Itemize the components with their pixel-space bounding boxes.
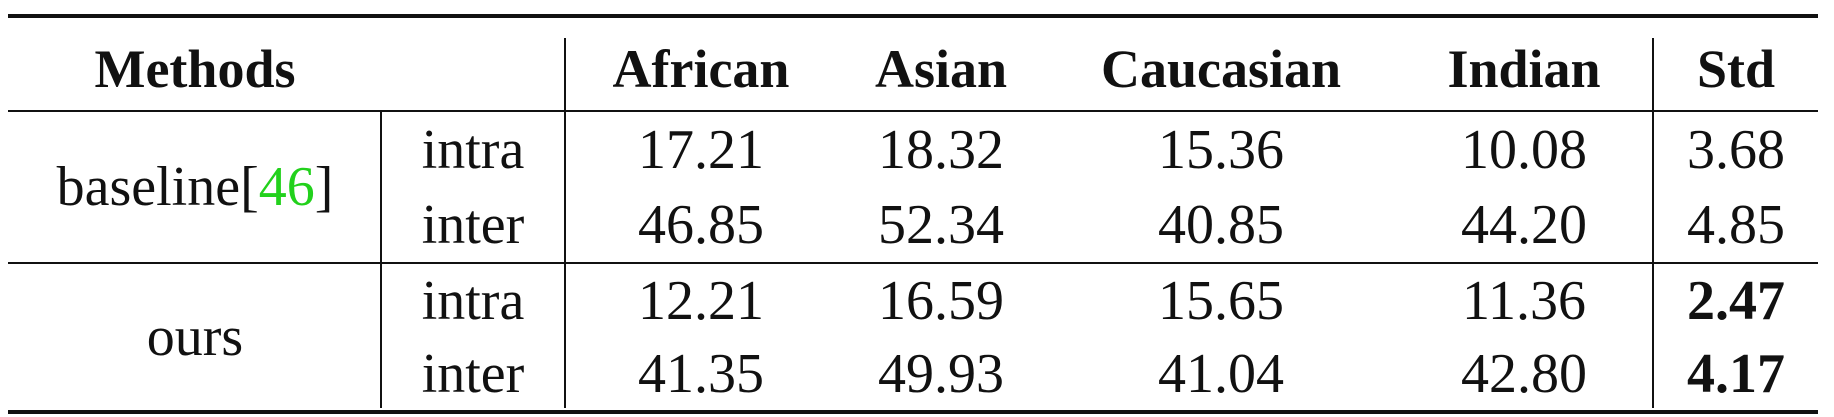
table-cell: 16.59 xyxy=(878,269,1004,332)
table-cell: 52.34 xyxy=(878,193,1004,256)
method-label: baseline[ xyxy=(56,156,259,218)
table-cell: 46.85 xyxy=(638,193,764,256)
bottom-rule xyxy=(8,410,1818,414)
type-label: inter xyxy=(421,193,525,256)
table-cell: 17.21 xyxy=(638,118,764,181)
top-rule xyxy=(8,14,1818,18)
method-baseline: baseline[46] xyxy=(10,112,380,262)
table-cell: 11.36 xyxy=(1462,269,1586,332)
std-cell-best: 4.17 xyxy=(1687,342,1785,405)
table-cell: 12.21 xyxy=(638,269,764,332)
std-cell-best: 2.47 xyxy=(1687,269,1785,332)
header-rule xyxy=(8,110,1818,112)
header-std: Std xyxy=(1696,39,1776,99)
header-indian: Indian xyxy=(1447,39,1601,99)
type-label: inter xyxy=(421,342,525,405)
table-cell: 42.80 xyxy=(1461,342,1587,405)
group-rule xyxy=(8,262,1818,264)
method-type-divider xyxy=(380,112,382,408)
table-cell: 44.20 xyxy=(1461,193,1587,256)
table-cell: 41.35 xyxy=(638,342,764,405)
std-cell: 3.68 xyxy=(1687,118,1785,181)
table-cell: 15.36 xyxy=(1158,118,1284,181)
header-asian: Asian xyxy=(874,39,1008,99)
table-cell: 41.04 xyxy=(1158,342,1284,405)
methods-divider xyxy=(564,38,566,408)
table-cell: 10.08 xyxy=(1461,118,1587,181)
table-cell: 15.65 xyxy=(1158,269,1284,332)
table-cell: 49.93 xyxy=(878,342,1004,405)
method-ours: ours xyxy=(146,306,244,368)
std-divider xyxy=(1652,38,1654,408)
table-cell: 18.32 xyxy=(878,118,1004,181)
type-label: intra xyxy=(421,269,525,332)
header-caucasian: Caucasian xyxy=(1100,39,1342,99)
table-cell: 40.85 xyxy=(1158,193,1284,256)
type-label: intra xyxy=(421,118,525,181)
header-methods: Methods xyxy=(94,39,296,99)
citation-link[interactable]: 46 xyxy=(258,156,315,218)
header-african: African xyxy=(612,39,790,99)
std-cell: 4.85 xyxy=(1687,193,1785,256)
method-label-close: ] xyxy=(314,156,334,218)
